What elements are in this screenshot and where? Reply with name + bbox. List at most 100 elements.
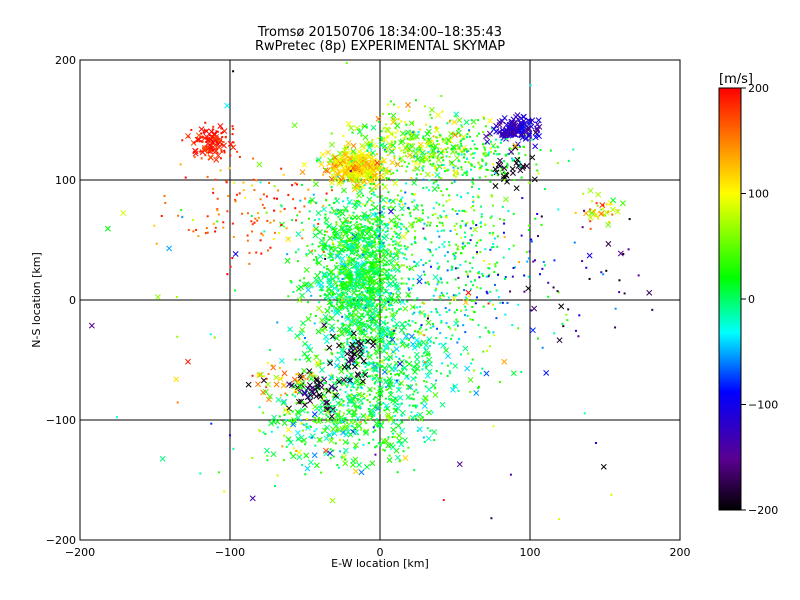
data-point-dot	[511, 152, 514, 155]
data-point-dot	[374, 214, 377, 217]
data-point-dot	[489, 180, 492, 183]
data-point-dot	[350, 283, 353, 286]
data-point-dot	[435, 379, 438, 382]
data-point-dot	[400, 165, 403, 168]
data-point-dot	[557, 291, 560, 294]
data-point-x	[352, 442, 359, 449]
data-point-dot	[490, 174, 493, 177]
data-point-dot	[351, 131, 354, 134]
data-point-dot	[436, 155, 439, 158]
data-point-x	[363, 428, 370, 435]
data-point-dot	[527, 257, 530, 260]
data-point-dot	[478, 176, 481, 179]
data-point-x	[355, 201, 362, 208]
data-point-dot	[336, 351, 339, 354]
data-point-x	[317, 379, 324, 386]
data-point-dot	[351, 303, 354, 306]
data-point-dot	[367, 214, 370, 217]
data-point-dot	[469, 168, 472, 171]
data-point-x	[305, 343, 312, 350]
data-point-x	[397, 139, 404, 146]
data-point-dot	[416, 391, 419, 394]
data-point-dot	[307, 301, 310, 304]
data-point-dot	[397, 244, 400, 247]
data-point-dot	[436, 230, 439, 233]
data-point-dot	[367, 248, 370, 251]
data-point-dot	[427, 248, 430, 251]
data-point-dot	[344, 419, 347, 422]
data-point-dot	[592, 210, 595, 213]
data-point-dot	[372, 397, 375, 400]
data-point-dot	[347, 441, 350, 444]
data-point-dot	[461, 150, 464, 153]
data-point-dot	[380, 130, 383, 133]
data-point-dot	[393, 404, 396, 407]
data-point-dot	[200, 157, 203, 160]
data-point-dot	[380, 365, 383, 368]
data-point-dot	[331, 353, 334, 356]
data-point-dot	[366, 149, 369, 152]
data-point-dot	[609, 203, 612, 206]
data-point-dot	[392, 240, 395, 243]
data-point-dot	[429, 125, 432, 128]
data-point-dot	[471, 140, 474, 143]
data-point-dot	[388, 398, 391, 401]
data-point-dot	[393, 147, 396, 150]
data-point-dot	[292, 198, 295, 201]
data-point-dot	[329, 251, 332, 254]
data-point-x	[260, 389, 267, 396]
data-point-dot	[343, 249, 346, 252]
data-point-dot	[468, 130, 471, 133]
data-point-dot	[428, 345, 431, 348]
data-point-dot	[346, 293, 349, 296]
data-point-dot	[280, 223, 283, 226]
data-point-dot	[407, 207, 410, 210]
data-point-dot	[477, 132, 480, 135]
data-point-dot	[181, 139, 184, 142]
data-point-dot	[413, 469, 416, 472]
data-point-dot	[340, 398, 343, 401]
data-point-dot	[352, 310, 355, 313]
data-point-dot	[312, 193, 315, 196]
data-point-dot	[469, 288, 472, 291]
data-point-dot	[376, 362, 379, 365]
data-point-dot	[367, 227, 370, 230]
data-point-dot	[321, 311, 324, 314]
data-point-dot	[427, 352, 430, 355]
data-point-dot	[434, 212, 437, 215]
data-point-dot	[402, 355, 405, 358]
data-point-dot	[426, 427, 429, 430]
data-point-x	[421, 403, 428, 409]
data-point-dot	[359, 308, 362, 311]
data-point-dot	[384, 307, 387, 310]
data-point-dot	[273, 197, 276, 200]
data-point-dot	[299, 279, 302, 282]
data-point-dot	[210, 422, 213, 425]
data-point-dot	[378, 315, 381, 318]
data-point-dot	[501, 301, 504, 304]
data-point-dot	[261, 203, 264, 206]
data-point-dot	[365, 125, 368, 128]
data-point-x	[221, 128, 228, 135]
data-point-x	[380, 437, 387, 444]
data-point-x	[501, 115, 508, 121]
data-point-dot	[405, 145, 408, 148]
data-point-dot	[445, 336, 448, 339]
data-point-x	[409, 143, 416, 150]
data-point-x	[600, 463, 607, 470]
data-point-x	[493, 122, 500, 129]
data-point-dot	[380, 297, 383, 300]
data-point-dot	[460, 144, 463, 147]
data-point-x	[443, 347, 450, 354]
data-point-dot	[471, 177, 474, 180]
data-point-x	[361, 246, 368, 253]
data-point-dot	[215, 138, 218, 141]
data-point-dot	[357, 232, 360, 235]
data-point-x	[426, 409, 432, 416]
data-point-dot	[386, 135, 389, 138]
data-point-dot	[391, 319, 394, 322]
data-point-dot	[442, 499, 445, 502]
data-point-dot	[499, 141, 502, 144]
data-point-dot	[459, 353, 462, 356]
data-point-dot	[363, 397, 366, 400]
